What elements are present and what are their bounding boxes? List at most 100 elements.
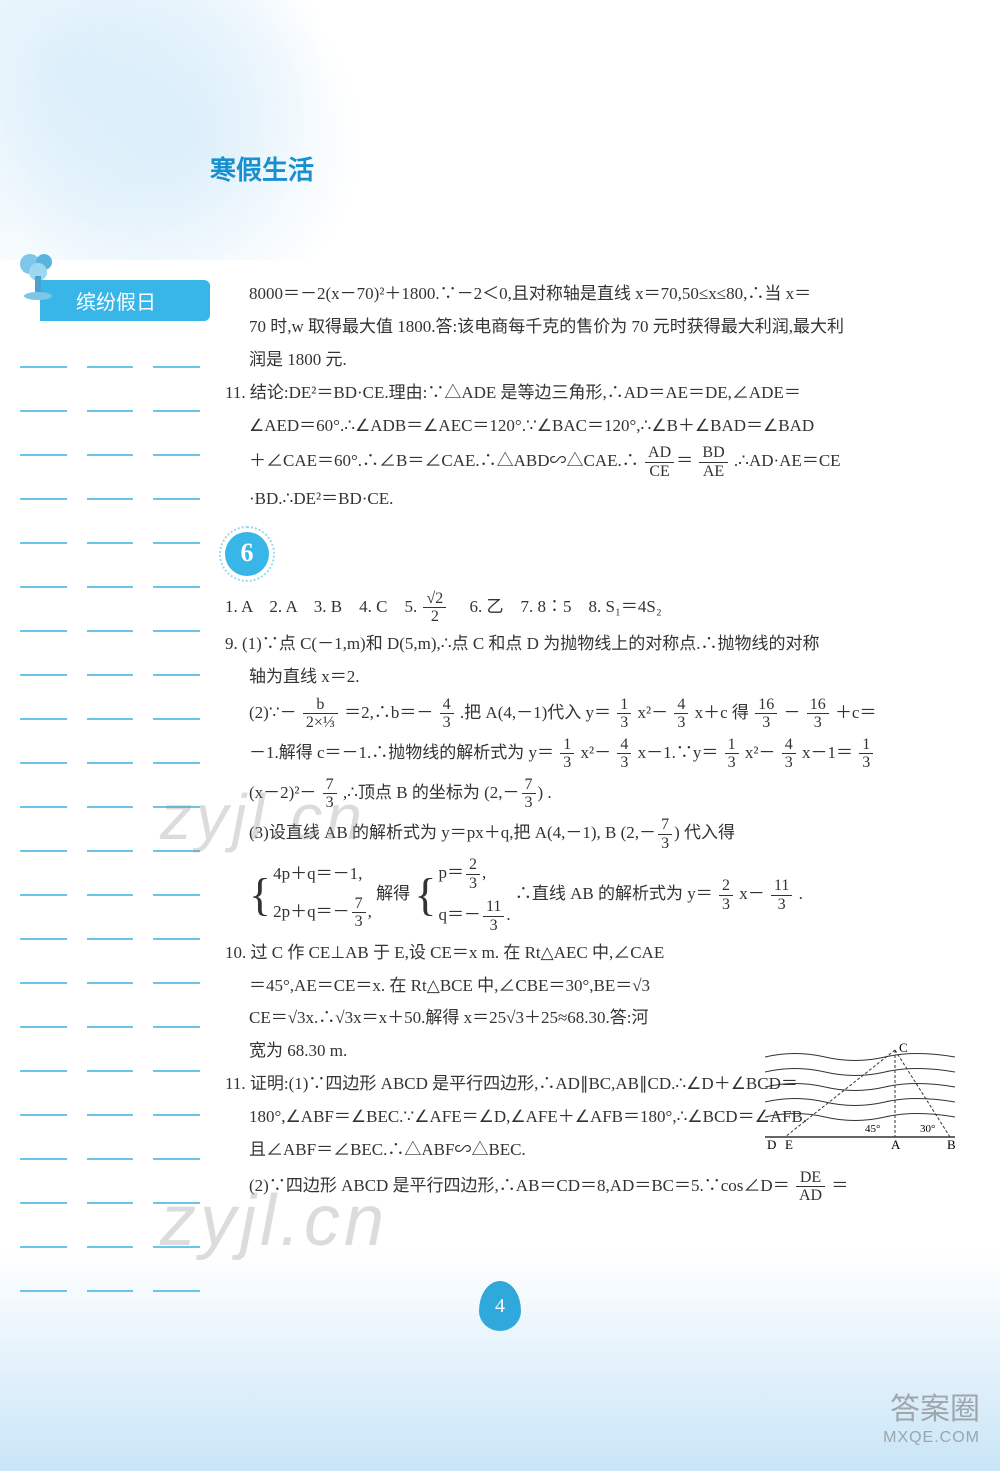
dash-row bbox=[20, 741, 200, 785]
sidebar: 缤纷假日 bbox=[0, 280, 200, 1313]
main-content: 8000＝－2(x－70)²＋1800.∵－2＜0,且对称轴是直线 x＝70,5… bbox=[225, 280, 945, 1209]
cont-line2: 70 时,w 取得最大值 1800.答:该电商每千克的售价为 70 元时获得最大… bbox=[225, 313, 945, 342]
text: ,∴顶点 B 的坐标为 bbox=[343, 783, 480, 802]
text: 解得 bbox=[376, 884, 410, 903]
text: x²－ bbox=[745, 743, 776, 762]
text: ＝2,∴b＝－ bbox=[344, 703, 433, 722]
fraction: 23 bbox=[719, 877, 733, 913]
fraction: 43 bbox=[440, 696, 454, 732]
cont-line3: 润是 1800 元. bbox=[225, 346, 945, 375]
text: . bbox=[547, 783, 551, 802]
page-header-title: 寒假生活 bbox=[210, 150, 314, 187]
s6-answers: 1. A 2. A 3. B 4. C 5. √22 6. 乙 7. 8∶5 8… bbox=[225, 590, 945, 626]
fraction: b2×⅓ bbox=[303, 696, 338, 732]
eq: p＝23, bbox=[438, 856, 510, 892]
fraction: 13 bbox=[617, 696, 631, 732]
text: (x－2)²－ bbox=[249, 783, 316, 802]
s6-p9-1: 9. (1)∵点 C(－1,m)和 D(5,m),∴点 C 和点 D 为抛物线上… bbox=[225, 630, 945, 659]
dash-row bbox=[20, 521, 200, 565]
dash-row bbox=[20, 565, 200, 609]
cont-line1: 8000＝－2(x－70)²＋1800.∵－2＜0,且对称轴是直线 x＝70,5… bbox=[225, 280, 945, 309]
dash-row bbox=[20, 785, 200, 829]
fraction: ADCE bbox=[645, 444, 674, 480]
cont-p11-a: 11. 结论:DE²＝BD·CE.理由:∵△ADE 是等边三角形,∴AD＝AE＝… bbox=[225, 379, 945, 408]
eq: 4p＋q＝－1, bbox=[273, 860, 372, 889]
text: ＋c＝ bbox=[835, 703, 877, 722]
dash-row bbox=[20, 829, 200, 873]
tree-icon bbox=[10, 248, 66, 304]
dash-row bbox=[20, 389, 200, 433]
fraction: 13 bbox=[725, 736, 739, 772]
dash-row bbox=[20, 1137, 200, 1181]
text: x²－ bbox=[581, 743, 612, 762]
s6-p10-a: 10. 过 C 作 CE⊥AB 于 E,设 CE＝x m. 在 Rt△AEC 中… bbox=[225, 939, 945, 968]
cont-p11-c: ＋∠CAE＝60°.∴∠B＝∠CAE.∴△ABD∽△CAE.∴ ADCE＝ BD… bbox=[225, 444, 945, 480]
dash-row bbox=[20, 697, 200, 741]
fraction: 43 bbox=[782, 736, 796, 772]
s6-p9-1b: 轴为直线 x＝2. bbox=[225, 663, 945, 692]
fraction: 73 bbox=[323, 776, 337, 812]
s6-p9-3-system: { 4p＋q＝－1, 2p＋q＝－73, 解得 { p＝23, q＝－113. … bbox=[225, 856, 945, 934]
s6-p9-2-line2: －1.解得 c＝－1.∴抛物线的解析式为 y＝ 13 x²－ 43 x－1.∵y… bbox=[225, 736, 945, 772]
corner-watermark: 答案圈 MXQE.COM bbox=[883, 1392, 980, 1447]
dash-row bbox=[20, 345, 200, 389]
fraction: 73 bbox=[658, 816, 672, 852]
svg-text:B: B bbox=[947, 1137, 955, 1152]
s6-p9-2: (2)∵－ b2×⅓ ＝2,∴b＝－ 43 .把 A(4,－1)代入 y＝ 13… bbox=[225, 696, 945, 732]
text: 代入得 bbox=[684, 823, 735, 842]
dash-row bbox=[20, 1049, 200, 1093]
equation-system-1: { 4p＋q＝－1, 2p＋q＝－73, bbox=[249, 860, 372, 931]
fraction: DEAD bbox=[796, 1169, 825, 1205]
fraction: 113 bbox=[771, 877, 792, 913]
dash-row bbox=[20, 433, 200, 477]
svg-text:C: C bbox=[899, 1042, 908, 1055]
text: (2)∵四边形 ABCD 是平行四边形,∴AB＝CD＝8,AD＝BC＝5.∵co… bbox=[249, 1176, 790, 1195]
s6-p11-2: (2)∵四边形 ABCD 是平行四边形,∴AB＝CD＝8,AD＝BC＝5.∵co… bbox=[225, 1169, 945, 1205]
text: x＋c 得 bbox=[695, 703, 749, 722]
s6-p9-3: (3)设直线 AB 的解析式为 y＝px＋q,把 A(4,－1), B (2,－… bbox=[225, 816, 945, 852]
text: .把 A(4,－1)代入 y＝ bbox=[460, 703, 611, 722]
dash-row bbox=[20, 961, 200, 1005]
text: －1.解得 c＝－1.∴抛物线的解析式为 y＝ bbox=[249, 743, 554, 762]
fraction: 13 bbox=[859, 736, 873, 772]
svg-text:30°: 30° bbox=[920, 1123, 935, 1135]
sidebar-dash-lines bbox=[20, 345, 200, 1313]
svg-text:45°: 45° bbox=[865, 1123, 880, 1135]
text: x－ bbox=[739, 884, 765, 903]
dash-row bbox=[20, 1181, 200, 1225]
dash-row bbox=[20, 653, 200, 697]
text: － bbox=[783, 703, 800, 722]
text: ∴直线 AB 的解析式为 y＝ bbox=[515, 884, 713, 903]
eq: 2p＋q＝－73, bbox=[273, 895, 372, 931]
fraction: √22 bbox=[423, 590, 446, 626]
text: 6. 乙 7. 8∶5 8. S₁＝4S₂ bbox=[453, 597, 662, 616]
cont-p11-d: ·BD.∴DE²＝BD·CE. bbox=[225, 485, 945, 514]
page-number-leaf: 4 bbox=[479, 1281, 521, 1331]
dash-row bbox=[20, 1269, 200, 1313]
text: x²－ bbox=[638, 703, 669, 722]
text: x－1.∵y＝ bbox=[638, 743, 719, 762]
page-number: 4 bbox=[479, 1281, 521, 1331]
svg-text:A: A bbox=[891, 1137, 901, 1152]
dash-row bbox=[20, 609, 200, 653]
svg-text:E: E bbox=[785, 1137, 793, 1152]
dash-row bbox=[20, 917, 200, 961]
dash-row bbox=[20, 1005, 200, 1049]
decorative-flower-background bbox=[0, 0, 380, 260]
dash-row bbox=[20, 477, 200, 521]
fraction: BDAE bbox=[699, 444, 727, 480]
cont-p11-b: ∠AED＝60°.∴∠ADB＝∠AEC＝120°.∵∠BAC＝120°,∴∠B＋… bbox=[225, 412, 945, 441]
dash-row bbox=[20, 1225, 200, 1269]
text: ＝ bbox=[831, 1176, 848, 1195]
fraction: 43 bbox=[674, 696, 688, 732]
text: . bbox=[799, 884, 803, 903]
river-diagram: C D E A B 45° 30° bbox=[765, 1042, 955, 1152]
text: (3)设直线 AB 的解析式为 y＝px＋q,把 A(4,－1), B bbox=[249, 823, 616, 842]
dash-row bbox=[20, 1093, 200, 1137]
fraction: 73 bbox=[522, 776, 536, 812]
corner-wm-line1: 答案圈 bbox=[883, 1392, 980, 1428]
svg-text:D: D bbox=[767, 1137, 776, 1152]
text: x－1＝ bbox=[802, 743, 853, 762]
equation-system-2: { p＝23, q＝－113. bbox=[414, 856, 510, 934]
text: ＋∠CAE＝60°.∴∠B＝∠CAE.∴△ABD∽△CAE.∴ bbox=[249, 451, 639, 470]
